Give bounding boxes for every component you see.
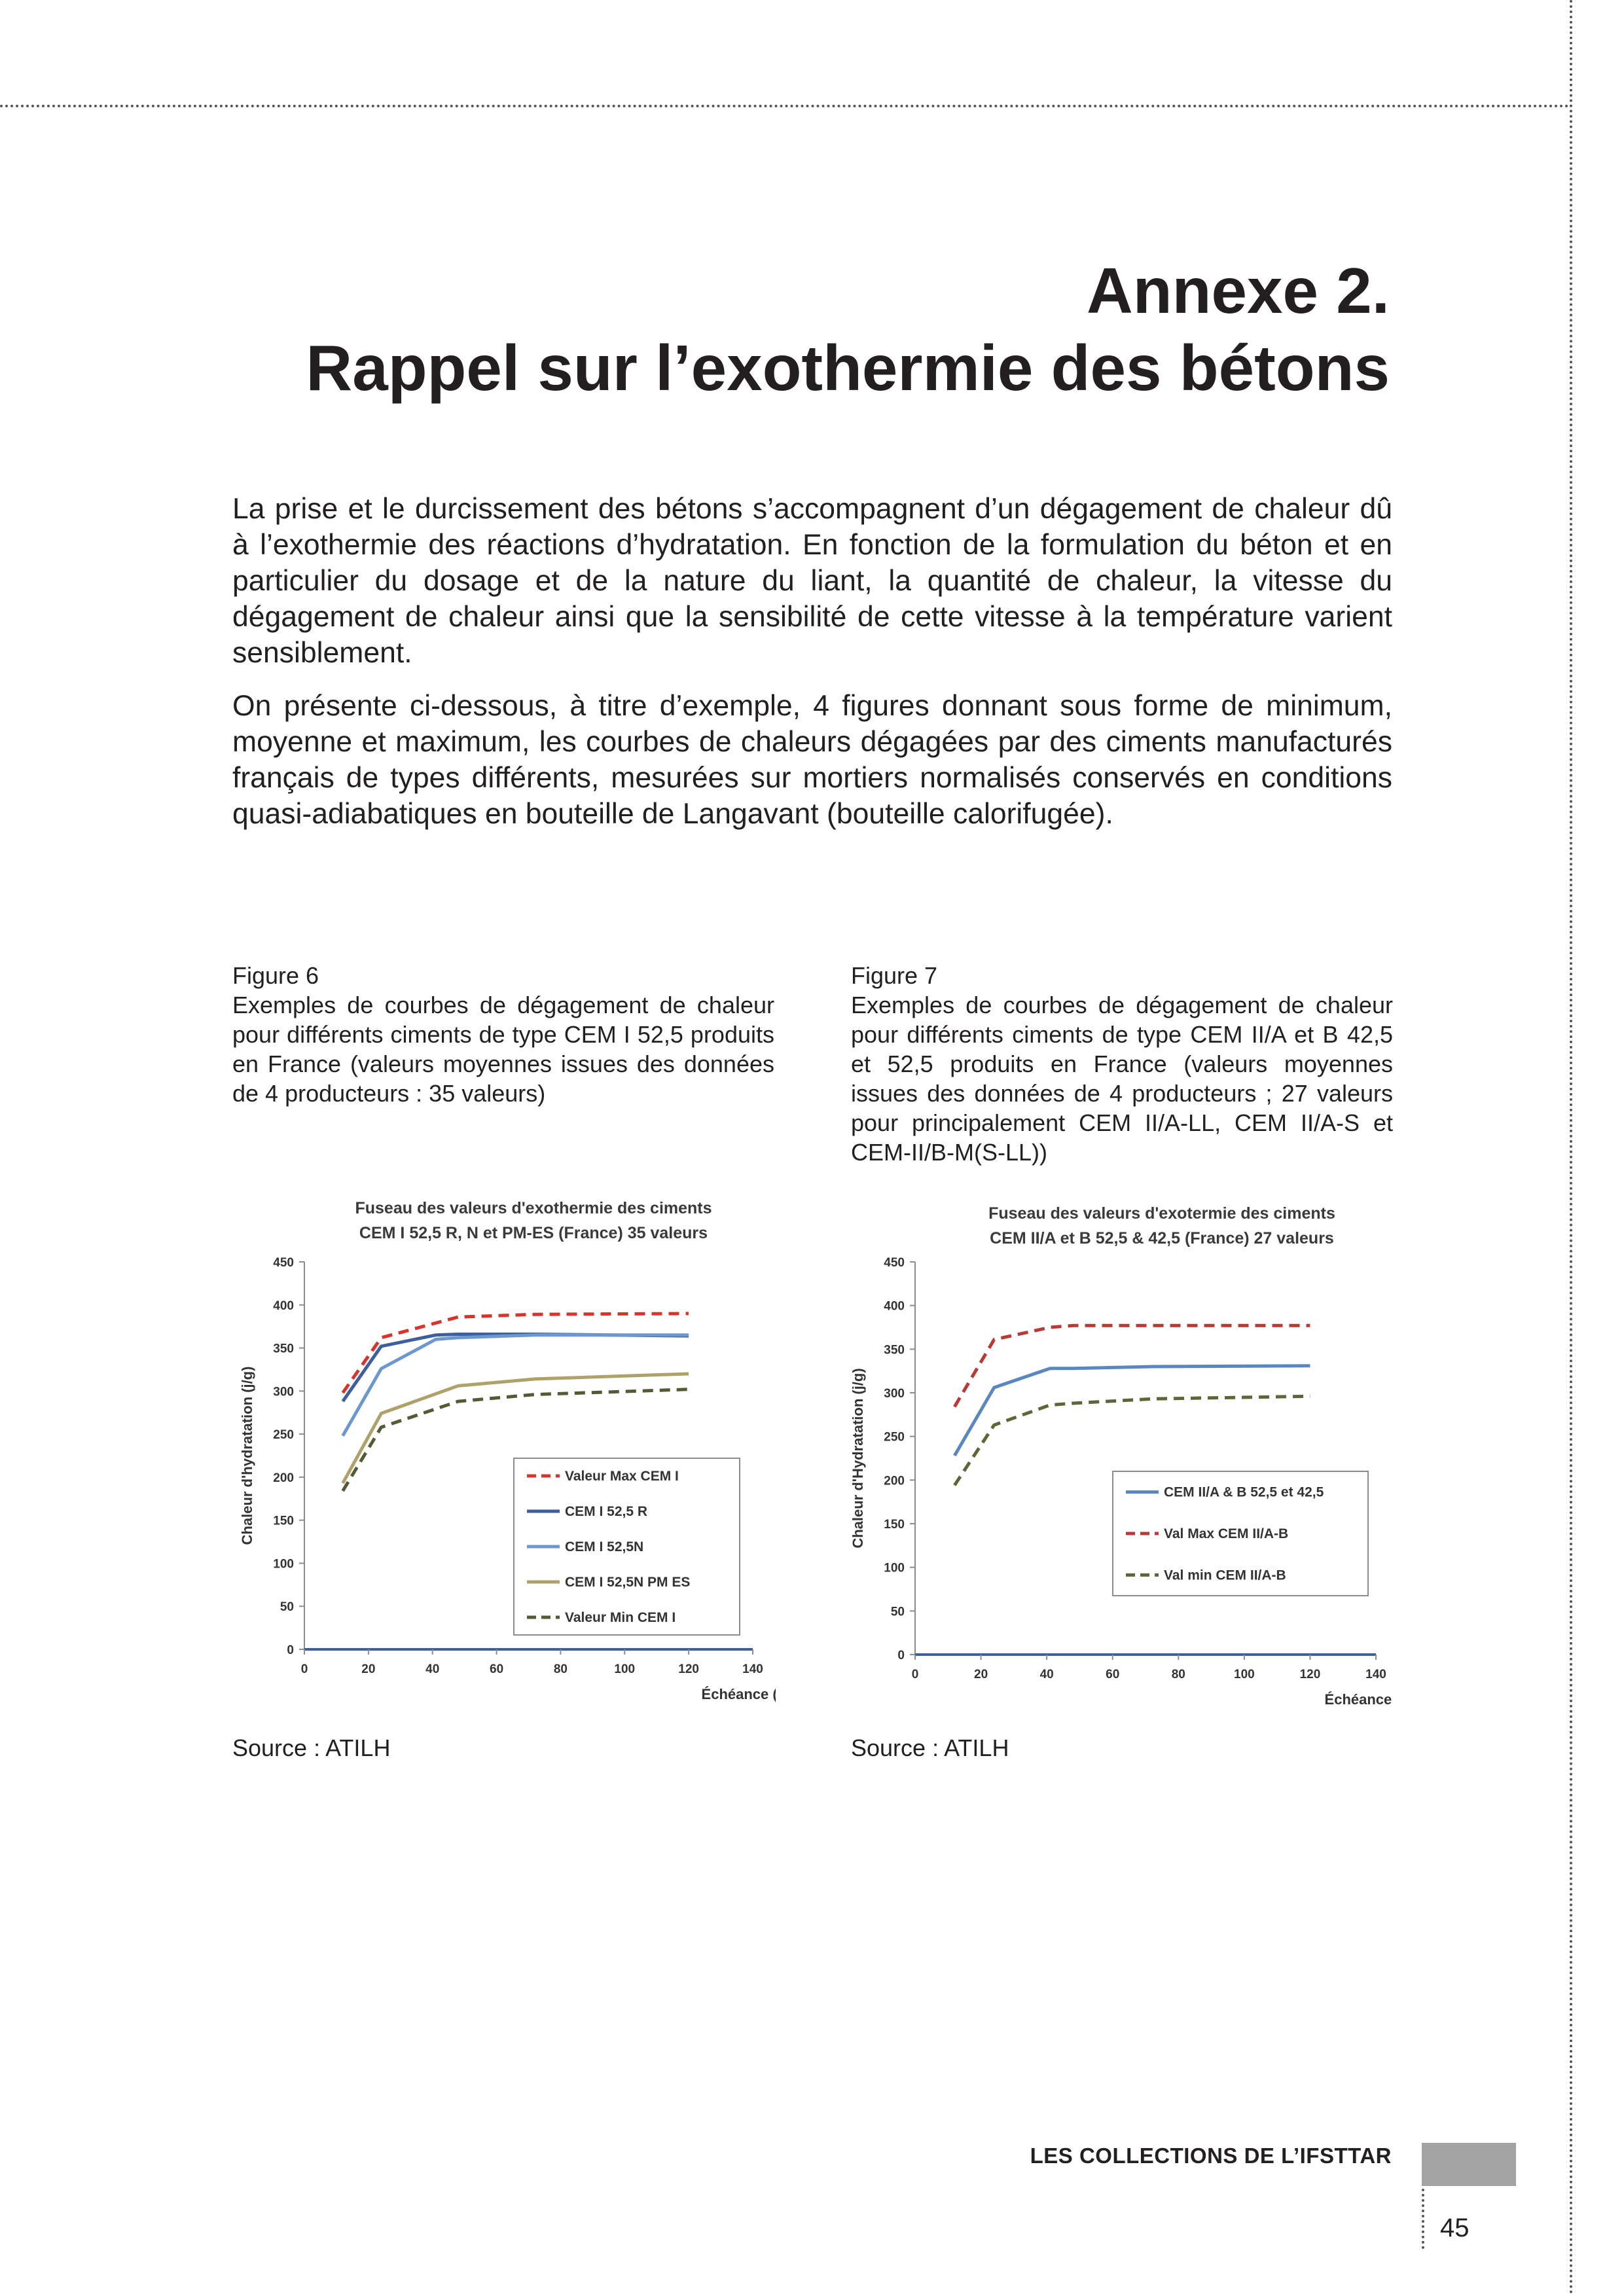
x-tick-label: 60 bbox=[490, 1662, 503, 1676]
x-tick-label: 100 bbox=[614, 1662, 635, 1676]
y-tick-label: 350 bbox=[884, 1343, 905, 1357]
legend-label-3: CEM I 52,5N bbox=[565, 1539, 643, 1554]
chart-title-line-2: CEM II/A et B 52,5 & 42,5 (France) 27 va… bbox=[990, 1229, 1334, 1247]
series-line-2 bbox=[953, 1323, 1310, 1408]
x-tick-label: 40 bbox=[425, 1662, 439, 1676]
y-tick-label: 350 bbox=[273, 1342, 294, 1356]
x-tick-label: 140 bbox=[1365, 1668, 1386, 1681]
intro-text: La prise et le durcissement des bétons s… bbox=[232, 491, 1392, 849]
y-tick-label: 300 bbox=[884, 1387, 905, 1401]
chart-title-line-1: Fuseau des valeurs d'exothermie des cime… bbox=[355, 1199, 712, 1217]
series-line-1 bbox=[341, 1312, 689, 1394]
x-tick-label: 0 bbox=[301, 1662, 308, 1676]
legend-label-5: Valeur Min CEM I bbox=[565, 1610, 676, 1625]
y-axis-label: Chaleur d'Hydratation (j/g) bbox=[850, 1368, 866, 1548]
y-tick-label: 150 bbox=[884, 1518, 905, 1532]
y-tick-label: 200 bbox=[884, 1474, 905, 1488]
right-dotted-rule bbox=[1570, 0, 1572, 2296]
y-tick-label: 400 bbox=[884, 1300, 905, 1314]
legend-label-1: CEM II/A & B 52,5 et 42,5 bbox=[1164, 1485, 1324, 1500]
series-line-3 bbox=[341, 1333, 689, 1437]
footer-dotted-rule bbox=[1422, 2189, 1424, 2249]
y-tick-label: 0 bbox=[287, 1643, 294, 1657]
legend-label-1: Valeur Max CEM I bbox=[565, 1469, 679, 1484]
figure-7-chart: Fuseau des valeurs d'exotermie des cimen… bbox=[844, 1196, 1414, 1727]
y-axis-label: Chaleur d'hydratation (j/g) bbox=[239, 1367, 255, 1545]
x-tick-label: 140 bbox=[742, 1662, 763, 1676]
x-tick-label: 20 bbox=[974, 1668, 988, 1681]
y-tick-label: 300 bbox=[273, 1385, 294, 1399]
y-tick-label: 150 bbox=[273, 1515, 294, 1528]
y-tick-label: 50 bbox=[280, 1600, 294, 1614]
figure-7-source: Source : ATILH bbox=[851, 1734, 1009, 1761]
y-tick-label: 100 bbox=[273, 1557, 294, 1571]
series-line-4 bbox=[341, 1372, 689, 1484]
footer-brand: LES COLLECTIONS DE L’IFSTTAR bbox=[1030, 2144, 1392, 2168]
chart-svg-7: Fuseau des valeurs d'exotermie des cimen… bbox=[850, 1204, 1414, 1708]
chart-title-line-2: CEM I 52,5 R, N et PM-ES (France) 35 val… bbox=[359, 1224, 708, 1242]
y-tick-label: 400 bbox=[273, 1299, 294, 1313]
figure-6-chart: Fuseau des valeurs d'exothermie des cime… bbox=[232, 1190, 791, 1720]
x-tick-label: 80 bbox=[554, 1662, 568, 1676]
legend-label-4: CEM I 52,5N PM ES bbox=[565, 1575, 690, 1590]
intro-paragraph-1: La prise et le durcissement des bétons s… bbox=[232, 493, 1392, 669]
series-line-1 bbox=[953, 1364, 1310, 1457]
x-axis-label: Échéance (h) bbox=[702, 1686, 776, 1702]
series-line-2 bbox=[341, 1333, 689, 1403]
x-tick-label: 40 bbox=[1040, 1668, 1054, 1681]
top-dotted-rule bbox=[0, 105, 1570, 107]
chart-title-line-1: Fuseau des valeurs d'exotermie des cimen… bbox=[988, 1204, 1335, 1223]
intro-paragraph-2: On présente ci-dessous, à titre d’exempl… bbox=[232, 690, 1392, 830]
chart-svg-6: Fuseau des valeurs d'exothermie des cime… bbox=[239, 1199, 791, 1702]
y-tick-label: 450 bbox=[884, 1256, 905, 1270]
footer-gray-bar bbox=[1422, 2143, 1516, 2186]
x-axis-label: Échéance (h) bbox=[1325, 1691, 1394, 1708]
y-tick-label: 250 bbox=[273, 1428, 294, 1442]
y-tick-label: 100 bbox=[884, 1562, 905, 1575]
legend-label-3: Val min CEM II/A-B bbox=[1164, 1568, 1286, 1583]
figure-6-source: Source : ATILH bbox=[232, 1734, 391, 1761]
figure-6-caption: Figure 6 Exemples de courbes de dégageme… bbox=[232, 961, 774, 1108]
y-tick-label: 200 bbox=[273, 1471, 294, 1485]
y-tick-label: 450 bbox=[273, 1256, 294, 1270]
x-tick-label: 100 bbox=[1234, 1668, 1255, 1681]
x-tick-label: 60 bbox=[1106, 1668, 1119, 1681]
figure-6-text: Exemples de courbes de dégagement de cha… bbox=[232, 992, 774, 1107]
x-tick-label: 20 bbox=[361, 1662, 375, 1676]
figure-7-number: Figure 7 bbox=[851, 962, 938, 989]
figure-6-number: Figure 6 bbox=[232, 962, 319, 989]
series-line-3 bbox=[953, 1394, 1310, 1486]
legend-label-2: CEM I 52,5 R bbox=[565, 1504, 647, 1519]
title-line-1: Annexe 2. bbox=[1087, 255, 1390, 327]
page-number: 45 bbox=[1440, 2214, 1470, 2242]
title-line-2: Rappel sur l’exothermie des bétons bbox=[306, 332, 1390, 404]
x-tick-label: 120 bbox=[1300, 1668, 1321, 1681]
y-tick-label: 50 bbox=[891, 1605, 905, 1619]
legend-label-2: Val Max CEM II/A-B bbox=[1164, 1526, 1288, 1541]
x-tick-label: 0 bbox=[912, 1668, 919, 1681]
x-tick-label: 120 bbox=[678, 1662, 699, 1676]
series-line-5 bbox=[341, 1388, 689, 1492]
y-tick-label: 250 bbox=[884, 1431, 905, 1444]
x-tick-label: 80 bbox=[1172, 1668, 1185, 1681]
page-title: Annexe 2. Rappel sur l’exothermie des bé… bbox=[306, 252, 1390, 406]
figure-7-caption: Figure 7 Exemples de courbes de dégageme… bbox=[851, 961, 1393, 1167]
figure-7-text: Exemples de courbes de dégagement de cha… bbox=[851, 992, 1393, 1166]
y-tick-label: 0 bbox=[897, 1649, 905, 1662]
